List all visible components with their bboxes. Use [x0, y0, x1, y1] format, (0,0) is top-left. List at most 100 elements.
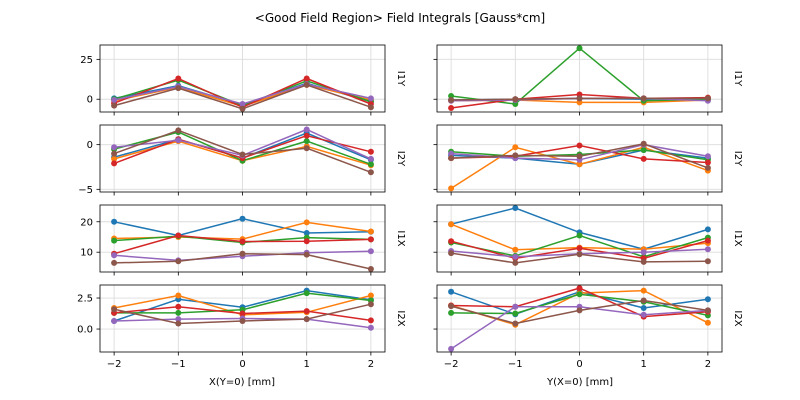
- data-point-marker: [367, 317, 374, 324]
- x-tick-label: −1: [171, 359, 186, 370]
- data-point-marker: [239, 151, 246, 158]
- series-brown: [448, 140, 711, 171]
- data-point-marker: [512, 144, 519, 151]
- y-tick-label: 0.0: [77, 325, 93, 336]
- data-point-marker: [640, 297, 647, 304]
- data-point-marker: [512, 152, 519, 159]
- data-point-marker: [640, 287, 647, 294]
- data-point-marker: [576, 153, 583, 160]
- data-point-marker: [111, 144, 118, 151]
- x-axis-label-left: X(Y=0) [mm]: [209, 377, 275, 388]
- data-point-marker: [448, 105, 455, 111]
- series-green: [111, 290, 374, 316]
- data-point-marker: [111, 218, 118, 225]
- data-point-marker: [175, 316, 182, 323]
- data-point-marker: [448, 238, 455, 245]
- gridlines: [100, 125, 385, 192]
- row-label-i2x: I2X: [732, 310, 743, 326]
- y-tick-label: 10: [80, 248, 93, 259]
- data-point-marker: [303, 132, 310, 139]
- data-point-marker: [111, 318, 118, 324]
- x-tick-label: −1: [508, 359, 523, 370]
- series-brown: [111, 301, 374, 327]
- data-point-marker: [576, 142, 583, 149]
- data-point-marker: [640, 140, 647, 147]
- data-point-marker: [303, 290, 310, 297]
- row-label-i1x: I1X: [395, 230, 406, 246]
- row-label-i1y: I1Y: [732, 71, 743, 87]
- tick-marks: [433, 58, 709, 116]
- data-point-marker: [448, 221, 455, 228]
- series-brown: [111, 81, 374, 112]
- data-point-marker: [576, 232, 583, 239]
- data-point-marker: [576, 245, 583, 252]
- data-point-marker: [111, 259, 118, 266]
- data-point-marker: [448, 309, 455, 316]
- data-point-marker: [367, 248, 374, 255]
- series-group: [111, 287, 374, 331]
- series-brown: [111, 127, 374, 176]
- data-point-marker: [239, 310, 246, 317]
- row-label-i2y: I2Y: [395, 151, 406, 167]
- data-point-marker: [704, 95, 711, 102]
- data-point-marker: [576, 291, 583, 298]
- data-point-marker: [367, 155, 374, 162]
- data-point-marker: [303, 230, 310, 236]
- series-group: [448, 205, 711, 266]
- data-point-marker: [704, 296, 711, 303]
- data-point-marker: [640, 147, 647, 153]
- data-point-marker: [448, 185, 455, 192]
- data-point-marker: [704, 153, 711, 160]
- data-point-marker: [512, 253, 519, 260]
- x-tick-label: 0: [239, 359, 245, 370]
- data-point-marker: [367, 228, 374, 235]
- data-point-marker: [367, 161, 374, 168]
- data-point-marker: [512, 303, 519, 310]
- row-label-i2x: I2X: [395, 310, 406, 326]
- data-point-marker: [448, 303, 455, 310]
- data-point-marker: [111, 97, 118, 103]
- series-group: [111, 75, 374, 112]
- data-point-marker: [512, 96, 519, 103]
- data-point-marker: [367, 301, 374, 308]
- data-point-marker: [448, 345, 455, 352]
- data-point-marker: [239, 238, 246, 245]
- data-point-marker: [367, 104, 374, 111]
- data-point-marker: [704, 319, 711, 326]
- data-point-marker: [576, 95, 583, 102]
- data-point-marker: [175, 127, 182, 134]
- series-group: [448, 140, 711, 192]
- series-brown: [448, 250, 711, 266]
- y-tick-label: −5: [78, 185, 93, 196]
- data-point-marker: [640, 155, 647, 162]
- data-point-marker: [576, 285, 583, 292]
- data-point-marker: [512, 246, 519, 253]
- data-point-marker: [367, 95, 374, 102]
- data-point-marker: [448, 150, 455, 157]
- tick-marks: [96, 58, 372, 116]
- data-point-marker: [576, 161, 583, 168]
- data-point-marker: [239, 101, 246, 107]
- y-tick-label: 0: [87, 140, 93, 151]
- tick-marks: [433, 144, 709, 196]
- tick-marks: [96, 144, 372, 196]
- data-point-marker: [303, 75, 310, 82]
- data-point-marker: [367, 292, 374, 299]
- series-brown: [448, 297, 711, 327]
- data-point-marker: [367, 169, 374, 176]
- data-point-marker: [303, 138, 310, 145]
- y-tick-label: 2.5: [77, 294, 93, 305]
- data-point-marker: [175, 292, 182, 299]
- series-group: [111, 126, 374, 176]
- data-point-marker: [239, 250, 246, 257]
- data-point-marker: [704, 246, 711, 253]
- subplot-i1x-col0: 10 20 I1X: [80, 204, 406, 276]
- series-brown: [448, 95, 711, 103]
- data-point-marker: [175, 137, 182, 144]
- subplot-i1x-col1: I1X: [433, 204, 743, 276]
- data-point-marker: [367, 236, 374, 243]
- x-tick-label: 1: [641, 359, 647, 370]
- data-point-marker: [576, 251, 583, 258]
- data-point-marker: [704, 159, 711, 166]
